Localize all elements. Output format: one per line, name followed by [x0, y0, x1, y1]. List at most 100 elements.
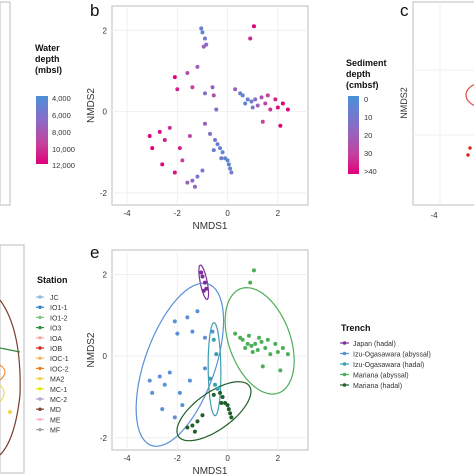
legend-key-dot [38, 417, 42, 422]
data-point [150, 390, 155, 395]
data-point [215, 142, 220, 147]
sediment-colorbar [348, 96, 359, 174]
x-axis-label: NMDS1 [192, 466, 227, 474]
data-point [157, 129, 162, 134]
data-point [257, 335, 261, 340]
data-point [172, 319, 177, 324]
panel-d-frame [0, 244, 25, 474]
station-legend-label: ME [50, 417, 61, 424]
data-point [195, 309, 200, 314]
y-tick-label: -2 [100, 434, 108, 443]
data-point [229, 415, 234, 420]
data-point [175, 331, 180, 336]
data-point [195, 64, 200, 69]
data-point [259, 95, 264, 100]
data-point [228, 166, 233, 171]
data-point [275, 350, 280, 355]
data-point [190, 329, 195, 334]
data-point [263, 101, 268, 106]
data-point [172, 75, 177, 80]
legend-key-dot [342, 362, 347, 366]
legend-key-dot [342, 383, 347, 387]
legend-key-dot [38, 427, 42, 432]
x-tick-label: -2 [174, 209, 182, 218]
panel-c-xtick: -4 [430, 211, 438, 220]
data-point [190, 178, 195, 183]
data-point [200, 413, 205, 418]
legend-key-dot [38, 387, 42, 391]
data-point [185, 425, 190, 430]
data-point [250, 105, 255, 110]
data-point [280, 345, 285, 350]
legend-key-dot [38, 305, 42, 309]
water-depth-tick: 12,000 [52, 161, 75, 170]
data-point [211, 337, 216, 342]
data-point [192, 184, 197, 189]
data-point [215, 386, 220, 391]
data-point [259, 339, 264, 344]
data-point [185, 71, 190, 76]
data-point [202, 36, 207, 41]
data-point [268, 107, 273, 112]
panel-d-partial: Station JC IO1-1 IO1-2 IO3 IOA IOB IOC-1 IOC-2 M… [0, 244, 69, 474]
data-point [251, 24, 256, 29]
station-legend-label: MC-2 [50, 397, 67, 404]
confidence-ellipse [207, 321, 222, 417]
confidence-ellipse [198, 264, 210, 301]
legend-key-dot [38, 336, 42, 340]
data-point [265, 93, 270, 98]
data-point [202, 335, 207, 340]
panel-d-ellipse-ma2 [0, 384, 5, 403]
legend-key-dot [342, 341, 347, 345]
data-point [190, 423, 195, 428]
data-point [177, 390, 182, 395]
data-point [195, 174, 200, 179]
station-legend-label: MA2 [50, 377, 65, 384]
data-point [199, 26, 204, 31]
station-legend-label: IOC-2 [50, 366, 69, 373]
water-depth-tick: 6,000 [52, 111, 71, 120]
data-point [201, 44, 206, 49]
data-point [233, 331, 238, 336]
data-point [253, 341, 258, 346]
legend-key-dot [38, 325, 42, 330]
data-point [187, 133, 192, 138]
data-point [248, 280, 253, 285]
data-point [200, 274, 205, 279]
y-tick-label: 0 [103, 352, 108, 361]
y-axis-label: NMDS2 [86, 88, 97, 123]
sediment-title-1: Sediment [346, 58, 387, 68]
data-point [190, 85, 195, 90]
water-depth-colorbar [36, 96, 48, 164]
y-tick-label: -2 [100, 189, 108, 198]
confidence-ellipse [135, 282, 225, 447]
water-depth-tick: 8,000 [52, 128, 71, 137]
trench-legend-items: Japan (hadal) Izu-Ogasawara (abyssal) Izu-… [340, 341, 431, 390]
data-point [251, 268, 256, 273]
station-legend-label: JC [50, 295, 59, 302]
data-point [185, 180, 190, 185]
panel-c-ylabel: NMDS2 [399, 87, 409, 119]
data-point [218, 146, 223, 151]
station-legend-label: IO1-2 [50, 315, 68, 322]
data-point [172, 415, 177, 420]
data-point [246, 333, 251, 338]
data-point [214, 107, 219, 112]
data-point [211, 148, 216, 153]
data-point [200, 30, 205, 35]
data-point [214, 352, 219, 357]
data-point [240, 337, 245, 342]
data-point [273, 341, 278, 346]
panel-d-ellipse-md [0, 299, 21, 456]
legend-key-dot [342, 351, 347, 356]
data-point [285, 107, 290, 112]
trench-legend-title: Trench [341, 323, 371, 333]
legend-key-dot [38, 376, 42, 381]
station-legend-items: JC IO1-1 IO1-2 IO3 IOA IOB IOC-1 IOC-2 MA2 MC-1 MC… [36, 295, 69, 435]
panel-c-point [466, 153, 470, 157]
sediment-tick: 0 [364, 95, 368, 104]
data-point [255, 103, 260, 108]
data-point [211, 93, 216, 98]
water-depth-title-2: depth [35, 54, 60, 64]
data-point [275, 105, 280, 110]
